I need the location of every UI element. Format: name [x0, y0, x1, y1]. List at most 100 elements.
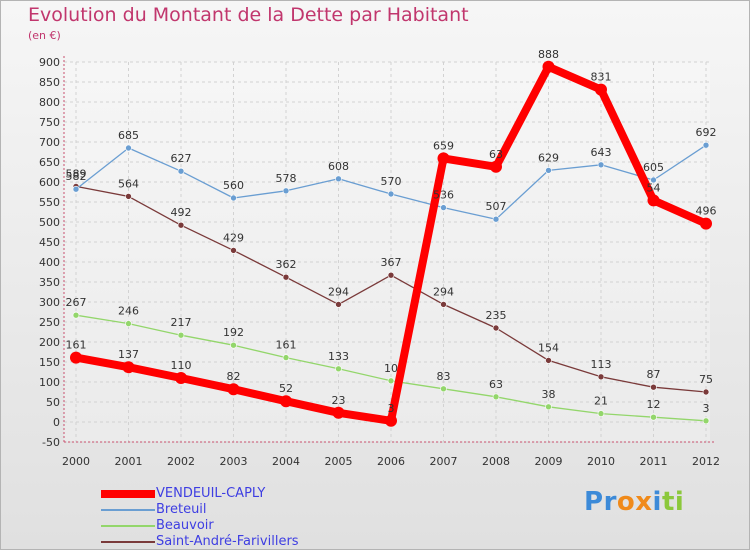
x-tick-label: 2012	[692, 455, 720, 468]
data-label: 23	[332, 394, 346, 407]
data-point	[702, 141, 710, 149]
data-point	[230, 341, 237, 349]
legend-swatch	[101, 509, 155, 511]
legend-swatch	[101, 541, 155, 543]
data-point	[175, 372, 187, 384]
data-point	[490, 160, 502, 173]
y-tick-label: 900	[39, 56, 60, 69]
data-label: 570	[381, 175, 402, 188]
proxiti-logo: Proxiti	[584, 487, 684, 517]
y-tick-label: 750	[39, 116, 60, 129]
data-label: 87	[647, 368, 661, 381]
x-tick-label: 2001	[115, 455, 143, 468]
data-point	[702, 388, 710, 396]
x-tick-label: 2009	[535, 455, 563, 468]
y-tick-label: 800	[39, 96, 60, 109]
data-label: 294	[328, 285, 349, 298]
data-label: 564	[118, 177, 139, 190]
data-label: 113	[591, 358, 612, 371]
data-point	[492, 324, 500, 332]
y-tick-label: 150	[39, 356, 60, 369]
data-point	[125, 144, 132, 152]
data-label: 133	[328, 350, 349, 363]
data-label: 643	[591, 146, 612, 159]
x-tick-label: 2004	[272, 455, 300, 468]
data-label: 54	[647, 181, 661, 194]
data-point	[72, 311, 80, 319]
y-tick-label: 850	[39, 76, 60, 89]
data-point	[280, 395, 292, 408]
data-label: 217	[171, 316, 192, 329]
x-tick-label: 2000	[62, 455, 90, 468]
data-label: 429	[223, 231, 244, 244]
data-point	[597, 410, 605, 417]
data-point	[650, 413, 657, 421]
legend-swatch	[101, 525, 155, 527]
x-tick-label: 2008	[482, 455, 510, 468]
data-point	[70, 351, 82, 364]
y-tick-label: 100	[39, 376, 60, 389]
data-point	[125, 320, 132, 327]
data-label: 137	[118, 348, 139, 361]
legend-label: Saint-André-Farivillers	[156, 534, 299, 549]
data-label: 582	[66, 170, 87, 183]
logo-letter: i	[652, 487, 662, 517]
data-label: 536	[433, 189, 454, 202]
logo-letter: t	[661, 487, 675, 517]
chart-title: Evolution du Montant de la Dette par Hab…	[28, 4, 469, 26]
x-tick-label: 2006	[377, 455, 405, 468]
data-label: 3	[388, 402, 395, 415]
y-tick-label: 400	[39, 256, 60, 269]
data-label: 267	[66, 296, 87, 309]
data-label: 685	[118, 129, 139, 142]
y-tick-label: 650	[39, 156, 60, 169]
data-label: 52	[279, 382, 293, 395]
x-tick-label: 2010	[587, 455, 615, 468]
legend-label: Beauvoir	[156, 518, 214, 533]
logo-letter: o	[616, 487, 636, 517]
data-point	[492, 215, 500, 223]
data-label: 235	[486, 309, 507, 322]
data-label: 627	[171, 152, 192, 165]
data-point	[335, 301, 342, 308]
data-label: 692	[696, 126, 717, 139]
y-tick-label: 350	[39, 276, 60, 289]
data-label: 560	[223, 179, 244, 192]
x-tick-label: 2003	[220, 455, 248, 468]
x-tick-label: 2002	[167, 455, 195, 468]
y-tick-label: 700	[39, 136, 60, 149]
y-tick-label: 0	[53, 416, 60, 429]
y-tick-label: 200	[39, 336, 60, 349]
data-label: 367	[381, 256, 402, 269]
data-point	[282, 273, 290, 281]
y-tick-label: -50	[42, 436, 60, 449]
data-point	[545, 357, 552, 364]
data-point	[385, 414, 397, 427]
data-label: 888	[538, 48, 559, 61]
data-point	[335, 365, 342, 373]
x-tick-label: 2007	[430, 455, 458, 468]
legend-swatch	[101, 490, 155, 498]
data-point	[387, 190, 395, 198]
data-label: 83	[437, 370, 451, 383]
data-point	[332, 406, 345, 419]
data-label: 63	[489, 148, 503, 161]
data-label: 3	[703, 402, 710, 415]
data-label: 82	[227, 370, 241, 383]
data-label: 492	[171, 206, 192, 219]
data-label: 161	[276, 339, 297, 352]
data-point	[440, 301, 447, 308]
data-label: 246	[118, 305, 139, 318]
data-point	[492, 393, 500, 401]
data-label: 10	[384, 362, 398, 375]
x-tick-label: 2011	[640, 455, 668, 468]
data-point	[440, 385, 447, 393]
logo-letter: i	[674, 487, 685, 517]
data-point	[227, 383, 240, 396]
data-point	[440, 204, 447, 211]
data-point	[177, 167, 185, 175]
data-label: 578	[276, 172, 297, 185]
data-label: 38	[542, 388, 556, 401]
